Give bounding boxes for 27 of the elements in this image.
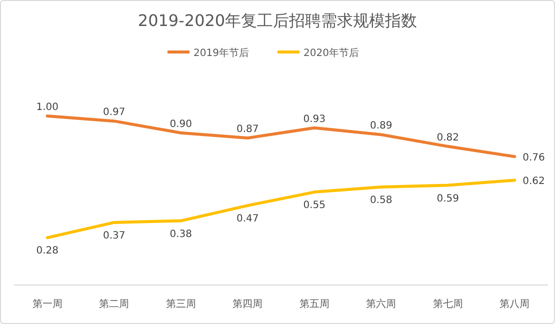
data-label: 0.38: [170, 228, 192, 240]
legend-label: 2019年节后: [194, 47, 249, 59]
x-tick-label: 第七周: [432, 298, 463, 310]
x-tick-label: 第四周: [232, 298, 263, 310]
data-label: 1.00: [36, 102, 59, 113]
data-label: 0.59: [436, 193, 460, 204]
x-tick-label: 第二周: [99, 298, 130, 310]
data-label: 0.93: [303, 114, 326, 125]
x-tick-label: 第六周: [366, 298, 396, 310]
legend-label: 2020年节后: [304, 47, 359, 59]
data-label: 0.97: [102, 107, 126, 118]
x-tick-label: 第五周: [299, 298, 330, 310]
data-label: 0.87: [236, 124, 259, 135]
data-label: 0.28: [36, 246, 59, 257]
data-label: 0.55: [303, 200, 326, 212]
data-label: 0.76: [522, 152, 545, 164]
x-tick-label: 第一周: [32, 298, 62, 310]
data-label: 0.62: [522, 176, 545, 188]
data-label: 0.90: [170, 118, 192, 130]
data-label: 0.37: [102, 230, 126, 242]
data-label: 0.58: [370, 194, 392, 206]
data-label: 0.47: [236, 214, 259, 225]
chart-title: 2019-2020年复工后招聘需求规模指数: [138, 11, 418, 30]
data-label: 0.89: [370, 120, 392, 132]
data-label: 0.82: [436, 132, 460, 144]
x-tick-label: 第三周: [166, 298, 196, 310]
x-tick-label: 第八周: [500, 298, 530, 310]
